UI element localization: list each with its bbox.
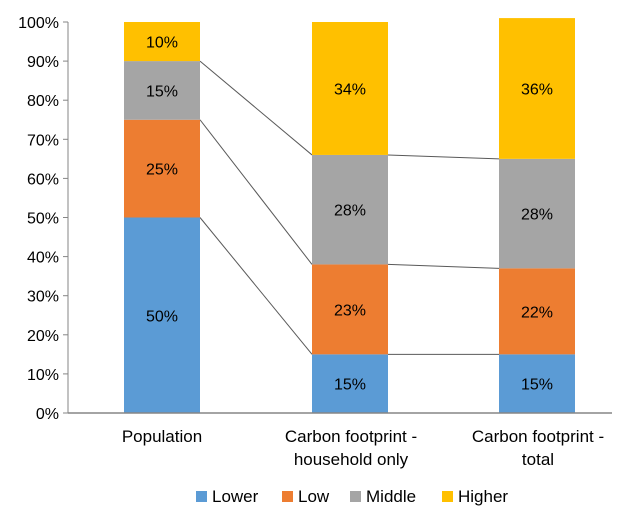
x-tick-label: household only bbox=[294, 450, 409, 469]
bar-lower-1 bbox=[312, 354, 388, 413]
legend-label-higher: Higher bbox=[458, 487, 508, 506]
y-tick-label: 10% bbox=[27, 367, 59, 384]
y-tick-label: 0% bbox=[36, 406, 59, 423]
series-line bbox=[199, 119, 313, 265]
data-label: 28% bbox=[334, 203, 366, 220]
y-tick-label: 20% bbox=[27, 328, 59, 345]
series-lines bbox=[199, 60, 500, 355]
bar-middle-2 bbox=[499, 158, 575, 269]
x-tick-label: Population bbox=[122, 427, 202, 446]
bar-low-1 bbox=[312, 264, 388, 355]
bar-low-0 bbox=[124, 119, 200, 218]
legend-label-low: Low bbox=[298, 487, 330, 506]
bar-higher-0 bbox=[124, 22, 200, 62]
y-tick-label: 80% bbox=[27, 93, 59, 110]
data-label: 50% bbox=[146, 308, 178, 325]
legend-swatch-higher bbox=[442, 491, 453, 502]
data-label: 28% bbox=[521, 207, 553, 224]
data-label: 15% bbox=[521, 377, 553, 394]
bar-lower-0 bbox=[124, 217, 200, 413]
legend-swatch-middle bbox=[350, 491, 361, 502]
data-label: 15% bbox=[334, 377, 366, 394]
legend-swatch-low bbox=[282, 491, 293, 502]
y-tick-label: 70% bbox=[27, 132, 59, 149]
y-axis: 0% 10% 20% 30% 40% 50% 60% 70% 80% 90% 100% bbox=[18, 15, 69, 423]
data-label: 34% bbox=[334, 81, 366, 98]
y-tick-label: 60% bbox=[27, 171, 59, 188]
series-line bbox=[387, 154, 500, 160]
series-line bbox=[199, 60, 313, 156]
series-line bbox=[199, 217, 313, 355]
legend-label-middle: Middle bbox=[366, 487, 416, 506]
bar-lower-2 bbox=[499, 354, 575, 413]
bar-low-2 bbox=[499, 268, 575, 355]
legend-swatch-lower bbox=[196, 491, 207, 502]
y-tick-label: 100% bbox=[18, 15, 59, 32]
data-label: 15% bbox=[146, 83, 178, 100]
data-label: 25% bbox=[146, 162, 178, 179]
bar-middle-0 bbox=[124, 61, 200, 120]
bar-higher-1 bbox=[312, 22, 388, 155]
legend-label-lower: Lower bbox=[212, 487, 259, 506]
x-tick-label: Carbon footprint - bbox=[472, 427, 604, 446]
data-label: 36% bbox=[521, 81, 553, 98]
data-label: 23% bbox=[334, 302, 366, 319]
y-tick-label: 30% bbox=[27, 289, 59, 306]
bar-higher-2 bbox=[499, 18, 575, 159]
y-tick-label: 40% bbox=[27, 250, 59, 267]
data-label: 10% bbox=[146, 35, 178, 52]
x-tick-label: Carbon footprint - bbox=[285, 427, 417, 446]
y-tick-label: 50% bbox=[27, 211, 59, 228]
bars: 50% 15% 15% 25% 23% 22% 15% 28% 28% 10% 34% 36% bbox=[124, 18, 575, 413]
data-label: 22% bbox=[521, 304, 553, 321]
y-tick-label: 90% bbox=[27, 54, 59, 71]
x-axis: Population Carbon footprint - household on… bbox=[68, 412, 612, 469]
x-tick-label: total bbox=[522, 450, 554, 469]
series-line bbox=[387, 263, 500, 269]
legend: Lower Low Middle Higher bbox=[196, 487, 508, 506]
bar-middle-1 bbox=[312, 154, 388, 265]
